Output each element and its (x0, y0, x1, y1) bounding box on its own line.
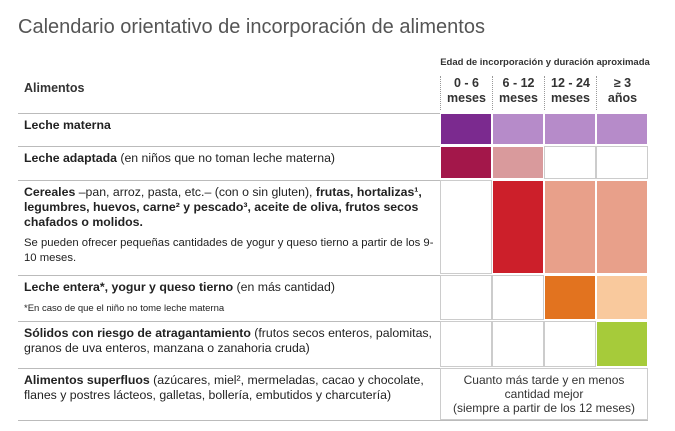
food-header: Alimentos (24, 81, 85, 95)
table-border (18, 420, 648, 421)
food-segment: (en más cantidad) (233, 280, 335, 294)
age-label: meses (551, 91, 590, 105)
food-segment: frutas, hortalizas¹, legumbres, huevos, … (24, 185, 422, 229)
food-segment: (azúcares, miel², mermeladas, cacao y ch… (24, 373, 424, 402)
title: Calendario orientativo de incorporación … (18, 16, 485, 38)
age-label: 12 - 24 (551, 76, 590, 90)
food-text: Alimentos superfluos (azúcares, miel², m… (24, 373, 434, 403)
age-cell (544, 146, 596, 179)
age-cell (492, 321, 544, 367)
food-text: Cereales –pan, arroz, pasta, etc.– (con … (24, 185, 434, 230)
age-column-header: 12 - 24 meses (544, 76, 596, 110)
age-cell (596, 275, 648, 320)
age-cell (440, 321, 492, 367)
age-cell (492, 146, 544, 179)
food-segment: Leche adaptada (24, 151, 117, 165)
food-segment: (en niños que no toman leche materna) (116, 151, 336, 165)
food-segment: Leche entera*, yogur y queso tierno (24, 280, 234, 294)
age-label: 6 - 12 (502, 76, 535, 90)
food-segment: Leche materna (24, 118, 111, 132)
age-cell (440, 180, 492, 274)
age-cell (544, 180, 596, 274)
food-segment: –pan, arroz, pasta, etc.– (con o sin glu… (75, 185, 316, 199)
food-note: *En caso de que el niño no tome leche ma… (24, 303, 225, 314)
food-text: Leche materna (24, 118, 434, 133)
food-note: Se pueden ofrecer pequeñas cantidades de… (24, 237, 434, 264)
food-cell: Leche entera*, yogur y queso tierno (en … (18, 275, 440, 320)
age-header: Edad de incorporación y duración aproxim… (440, 57, 650, 68)
age-cell (492, 113, 544, 145)
food-text: Sólidos con riesgo de atragantamiento (f… (24, 326, 434, 356)
food-segment: Cereales (24, 185, 76, 199)
age-column-header: ≥ 3 años (596, 76, 648, 110)
food-segment: (frutos secos enteros, palomitas, granos… (24, 326, 432, 355)
merged-cell: Cuanto más tarde y en menos cantidad mejo… (440, 368, 648, 420)
age-cell (440, 146, 492, 179)
age-cell (596, 180, 648, 274)
food-cell: Sólidos con riesgo de atragantamiento (f… (18, 321, 440, 367)
age-cell (544, 275, 596, 320)
age-label: ≥ 3 (613, 76, 632, 90)
age-cell (440, 113, 492, 145)
age-cell (492, 180, 544, 274)
age-label: 0 - 6 (453, 76, 479, 90)
age-label: meses (447, 91, 486, 105)
food-cell: Alimentos superfluos (azúcares, miel², m… (18, 368, 440, 420)
age-column-header: 0 - 6 meses (440, 76, 492, 110)
merged-line: (siempre a partir de los 12 meses) (452, 401, 636, 415)
food-text: Leche adaptada (en niños que no toman le… (24, 151, 434, 166)
food-text: Leche entera*, yogur y queso tierno (en … (24, 280, 434, 295)
food-cell: Leche adaptada (en niños que no toman le… (18, 146, 440, 179)
age-cell (492, 275, 544, 320)
food-cell: Leche materna (18, 113, 440, 145)
merged-line: cantidad mejor (504, 387, 584, 401)
age-cell (596, 321, 648, 367)
age-cell (544, 321, 596, 367)
merged-line: Cuanto más tarde y en menos (463, 373, 625, 387)
age-cell (544, 113, 596, 145)
food-segment: Sólidos con riesgo de atragantamiento (24, 326, 251, 340)
food-cell: Cereales –pan, arroz, pasta, etc.– (con … (18, 180, 440, 274)
age-column-header: 6 - 12 meses (492, 76, 544, 110)
age-cell (596, 146, 648, 179)
age-label: meses (499, 91, 538, 105)
age-cell (440, 275, 492, 320)
age-cell (596, 113, 648, 145)
food-segment: Alimentos superfluos (24, 373, 150, 387)
age-label: años (607, 91, 638, 105)
